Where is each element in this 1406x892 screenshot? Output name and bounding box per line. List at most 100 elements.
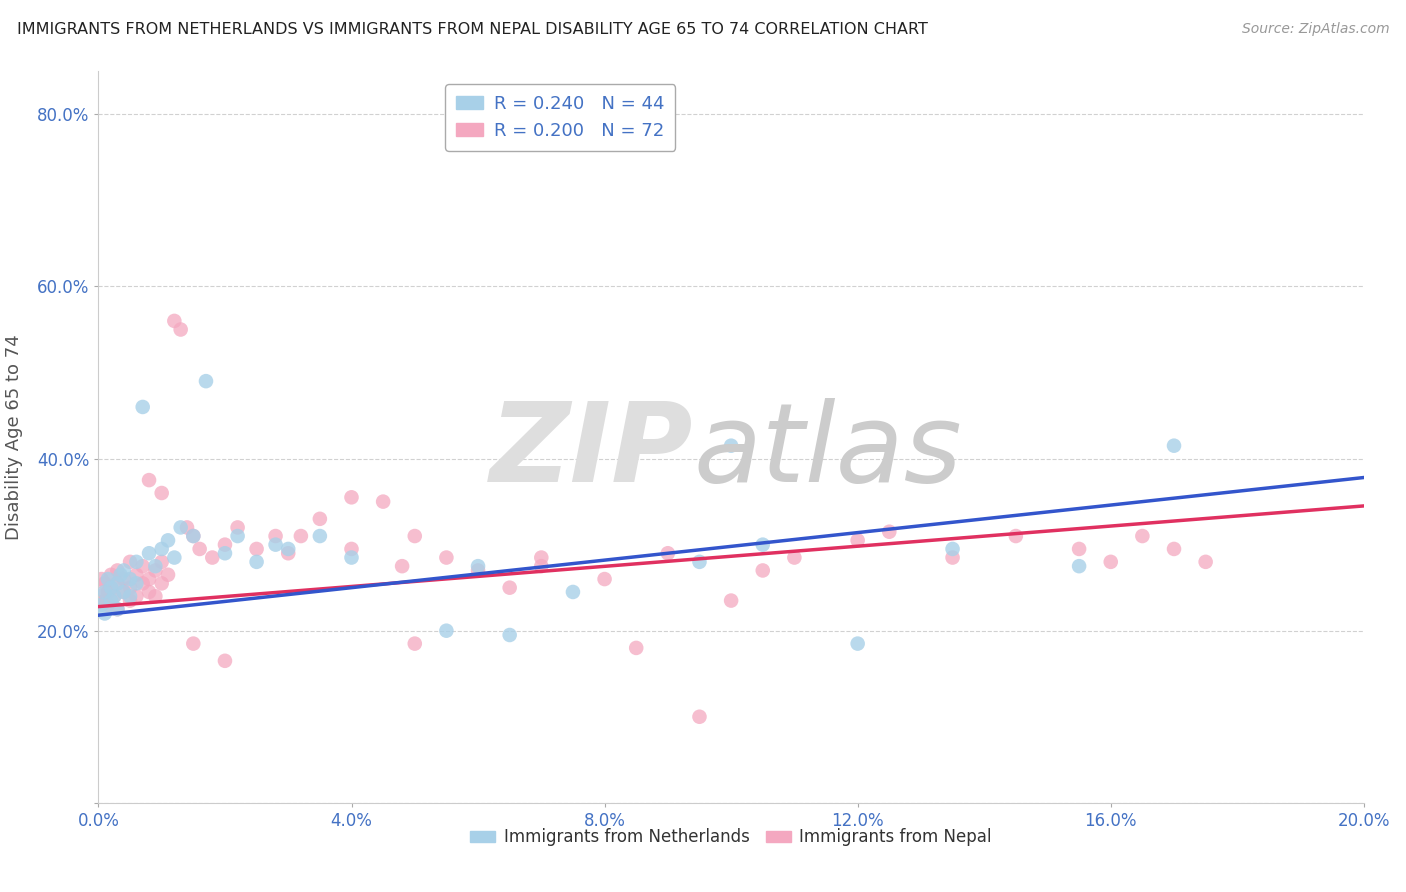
Point (107, 576, 129, 591)
Point (89, 589, 111, 603)
Point (138, 473, 160, 487)
Point (1004, 529, 1026, 543)
Point (120, 555, 141, 569)
Point (169, 322, 191, 336)
Point (132, 559, 155, 574)
Point (624, 640, 647, 655)
Point (1163, 439, 1185, 453)
Point (309, 512, 332, 526)
Point (194, 374, 218, 388)
Point (150, 486, 173, 500)
Point (467, 564, 489, 578)
Point (657, 546, 679, 560)
Point (1067, 541, 1090, 556)
Point (846, 637, 869, 651)
Point (942, 550, 965, 565)
Point (530, 550, 553, 565)
Point (340, 491, 363, 505)
Point (112, 585, 135, 599)
Point (720, 439, 742, 453)
Point (138, 572, 160, 586)
Point (100, 581, 122, 595)
Point (214, 654, 236, 668)
Point (112, 572, 135, 586)
Point (226, 529, 249, 543)
Point (112, 585, 135, 599)
Point (107, 602, 129, 616)
Point (93, 607, 117, 621)
Text: ZIP: ZIP (489, 398, 693, 505)
Point (169, 520, 191, 534)
Text: atlas: atlas (693, 398, 962, 505)
Point (107, 564, 129, 578)
Point (277, 546, 299, 560)
Point (90, 598, 112, 612)
Point (498, 581, 520, 595)
Point (120, 572, 141, 586)
Point (561, 585, 585, 599)
Point (100, 593, 122, 607)
Point (97, 598, 120, 612)
Point (163, 550, 186, 565)
Point (264, 529, 287, 543)
Point (125, 589, 148, 603)
Point (120, 593, 141, 607)
Point (125, 576, 148, 591)
Point (371, 494, 394, 508)
Point (846, 533, 869, 548)
Point (150, 576, 173, 591)
Point (176, 520, 198, 534)
Point (436, 550, 458, 565)
Point (107, 576, 129, 591)
Point (120, 589, 141, 603)
Point (145, 559, 166, 574)
Legend: Immigrants from Netherlands, Immigrants from Nepal: Immigrants from Netherlands, Immigrants … (464, 822, 998, 853)
Point (132, 400, 155, 414)
Point (125, 567, 148, 582)
Point (145, 564, 166, 578)
Point (340, 541, 363, 556)
Point (783, 550, 806, 565)
Point (214, 546, 236, 560)
Point (138, 546, 160, 560)
Point (1130, 529, 1153, 543)
Point (467, 559, 489, 574)
Point (498, 628, 520, 642)
Point (877, 524, 900, 539)
Point (226, 520, 249, 534)
Point (183, 529, 205, 543)
Point (110, 567, 132, 582)
Point (720, 593, 742, 607)
Point (97, 572, 120, 586)
Point (246, 541, 269, 556)
Point (100, 581, 122, 595)
Point (100, 567, 122, 582)
Point (150, 541, 173, 556)
Point (90, 572, 112, 586)
Point (1067, 559, 1090, 574)
Text: IMMIGRANTS FROM NETHERLANDS VS IMMIGRANTS FROM NEPAL DISABILITY AGE 65 TO 74 COR: IMMIGRANTS FROM NETHERLANDS VS IMMIGRANT… (17, 22, 928, 37)
Point (277, 541, 299, 556)
Point (624, 434, 647, 449)
Point (103, 589, 125, 603)
Point (93, 593, 117, 607)
Text: Source: ZipAtlas.com: Source: ZipAtlas.com (1241, 22, 1389, 37)
Point (157, 533, 180, 548)
Point (290, 529, 312, 543)
Point (404, 529, 426, 543)
Point (188, 541, 211, 556)
Point (93, 585, 117, 599)
Point (688, 710, 710, 724)
Point (145, 589, 166, 603)
Point (530, 559, 553, 574)
Point (150, 555, 173, 569)
Point (246, 555, 269, 569)
Point (214, 538, 236, 552)
Point (942, 541, 965, 556)
Point (107, 602, 129, 616)
Point (688, 555, 710, 569)
Point (112, 564, 135, 578)
Y-axis label: Disability Age 65 to 74: Disability Age 65 to 74 (6, 334, 22, 540)
Point (125, 555, 148, 569)
Point (93, 576, 117, 591)
